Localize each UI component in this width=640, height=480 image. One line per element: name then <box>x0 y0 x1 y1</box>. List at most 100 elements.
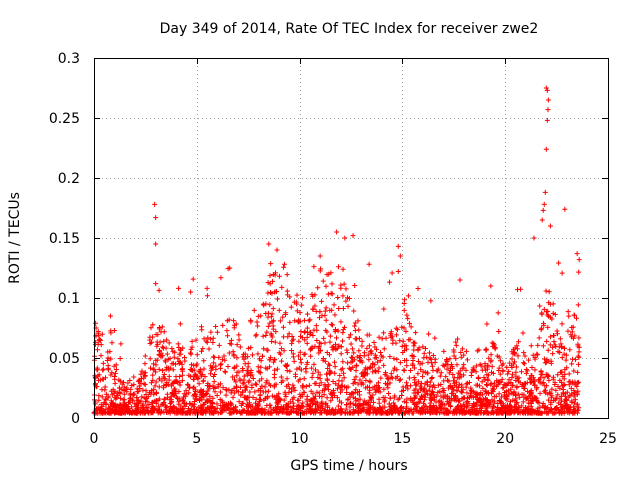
data-point <box>366 261 372 267</box>
data-point <box>550 332 556 338</box>
data-point <box>254 319 260 325</box>
data-point <box>357 377 363 383</box>
data-point <box>429 391 435 397</box>
data-point <box>322 383 328 389</box>
data-point <box>323 327 329 333</box>
data-point <box>94 384 100 390</box>
data-point <box>483 388 489 394</box>
data-point <box>424 354 430 360</box>
data-point <box>399 343 405 349</box>
data-point <box>216 342 222 348</box>
data-point <box>517 394 523 400</box>
data-point <box>518 408 524 414</box>
data-point <box>189 344 195 350</box>
data-point <box>322 340 328 346</box>
data-point <box>352 323 358 329</box>
data-point <box>327 371 333 377</box>
data-point <box>246 403 252 409</box>
data-point <box>573 315 579 321</box>
data-point <box>219 409 225 415</box>
data-point <box>414 403 420 409</box>
data-point <box>234 408 240 414</box>
data-point <box>194 352 200 358</box>
peak-point <box>531 235 537 241</box>
data-point <box>543 288 549 294</box>
data-point <box>408 324 414 330</box>
data-point <box>364 332 370 338</box>
data-point <box>259 383 265 389</box>
data-point <box>561 345 567 351</box>
data-point <box>250 394 256 400</box>
data-point <box>441 378 447 384</box>
axis-ticks <box>94 58 609 419</box>
data-point <box>545 347 551 353</box>
data-point <box>509 356 515 362</box>
data-point <box>365 407 371 413</box>
data-point <box>569 361 575 367</box>
data-point <box>495 310 501 316</box>
data-point <box>381 306 387 312</box>
x-tick-label: 25 <box>599 431 617 447</box>
data-point <box>310 370 316 376</box>
data-point <box>420 400 426 406</box>
data-point <box>220 385 226 391</box>
data-point <box>504 383 510 389</box>
data-point <box>249 403 255 409</box>
data-point <box>403 380 409 386</box>
data-point <box>497 358 503 364</box>
data-point <box>569 398 575 404</box>
x-tick-label: 10 <box>291 431 309 447</box>
data-point <box>173 361 179 367</box>
data-point <box>245 372 251 378</box>
data-point <box>279 284 285 290</box>
data-point <box>103 396 109 402</box>
data-point <box>389 375 395 381</box>
data-point <box>354 354 360 360</box>
data-point <box>389 270 395 276</box>
data-point <box>253 332 259 338</box>
data-point <box>445 377 451 383</box>
data-point <box>333 341 339 347</box>
data-point <box>309 344 315 350</box>
data-point <box>284 376 290 382</box>
data-point <box>491 400 497 406</box>
peak-point <box>274 247 280 253</box>
data-point <box>467 394 473 400</box>
data-point <box>278 346 284 352</box>
y-axis-title: ROTI / TECUs <box>7 192 23 284</box>
data-point <box>207 383 213 389</box>
data-point <box>189 338 195 344</box>
data-point <box>289 338 295 344</box>
data-point <box>547 342 553 348</box>
data-point <box>209 365 215 371</box>
data-point <box>207 410 213 416</box>
x-tick-label: 15 <box>393 431 411 447</box>
data-point <box>526 357 532 363</box>
data-point <box>227 400 233 406</box>
data-point <box>453 342 459 348</box>
peak-point <box>540 207 546 213</box>
data-point <box>528 403 534 409</box>
data-point <box>403 343 409 349</box>
data-point <box>441 348 447 354</box>
data-point <box>491 394 497 400</box>
data-point <box>176 379 182 385</box>
data-point <box>559 321 565 327</box>
data-point <box>366 390 372 396</box>
data-point <box>222 357 228 363</box>
data-point <box>151 391 157 397</box>
data-point <box>281 261 287 267</box>
data-point <box>291 408 297 414</box>
data-point <box>356 348 362 354</box>
data-point <box>427 350 433 356</box>
data-point <box>485 362 491 368</box>
data-point <box>394 367 400 373</box>
data-point <box>510 371 516 377</box>
data-point <box>438 382 444 388</box>
data-point <box>371 340 377 346</box>
data-point <box>405 293 411 299</box>
data-point <box>310 333 316 339</box>
data-point <box>111 390 117 396</box>
data-point <box>280 314 286 320</box>
data-point <box>559 398 565 404</box>
